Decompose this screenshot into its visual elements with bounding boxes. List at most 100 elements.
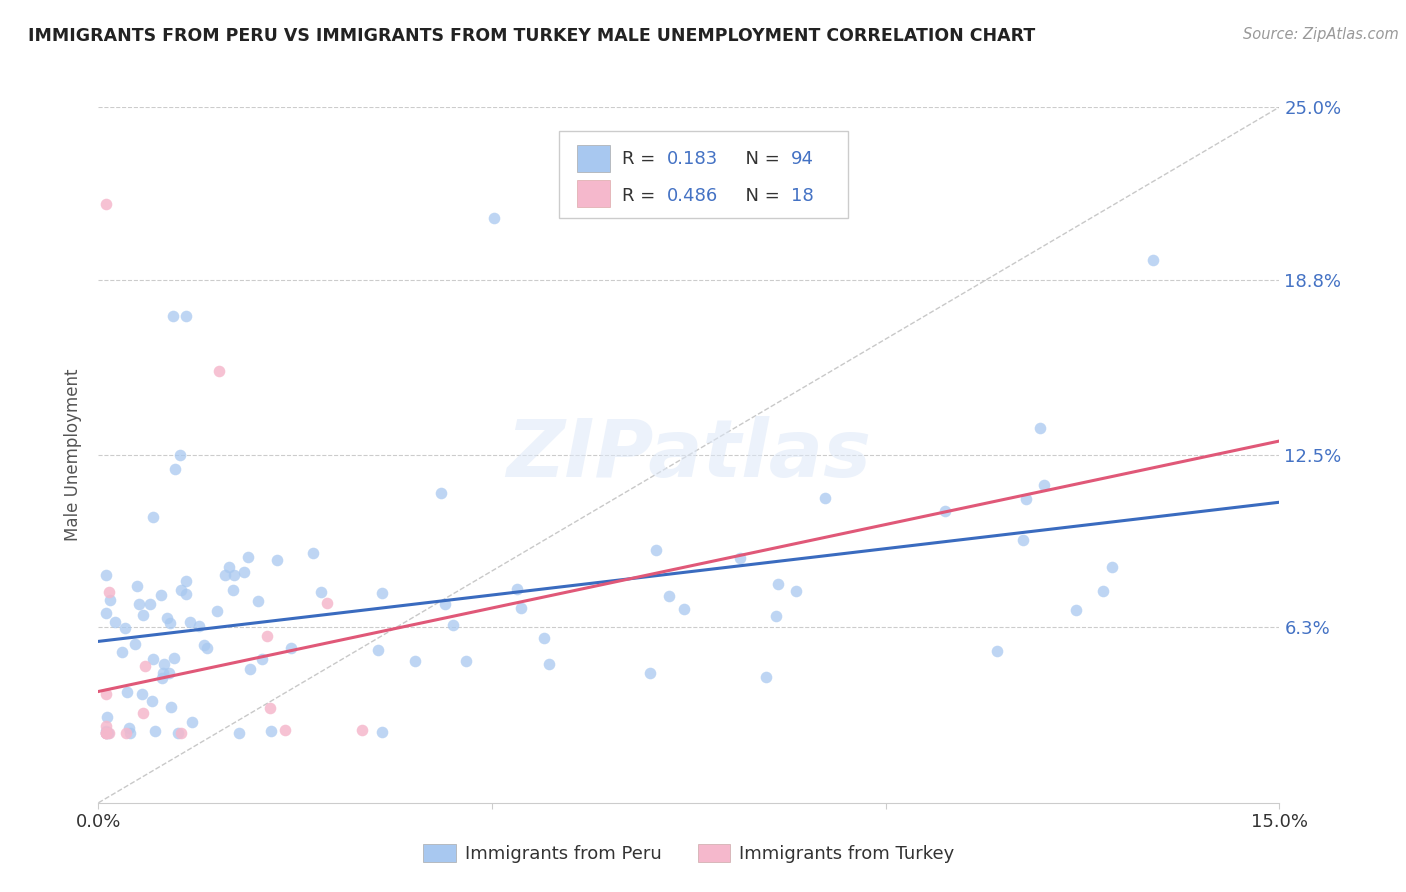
Point: [256, 629, 278, 643]
Point: [139, 598, 162, 612]
Point: [218, 560, 240, 574]
Point: [934, 504, 956, 518]
Point: [239, 662, 262, 676]
Text: N =: N =: [734, 150, 786, 169]
Point: [510, 601, 533, 615]
Point: [728, 550, 751, 565]
Point: [132, 706, 155, 720]
Text: Source: ZipAtlas.com: Source: ZipAtlas.com: [1243, 27, 1399, 42]
Text: IMMIGRANTS FROM PERU VS IMMIGRANTS FROM TURKEY MALE UNEMPLOYMENT CORRELATION CHA: IMMIGRANTS FROM PERU VS IMMIGRANTS FROM …: [28, 27, 1035, 45]
Point: [1012, 533, 1035, 547]
Point: [1029, 421, 1052, 435]
Point: [505, 582, 527, 596]
Point: [169, 448, 191, 462]
Point: [96, 726, 118, 740]
Point: [228, 726, 250, 740]
Point: [96, 726, 118, 740]
Point: [645, 543, 668, 558]
Point: [96, 719, 118, 733]
Point: [214, 568, 236, 582]
Point: [155, 611, 177, 625]
Point: [266, 552, 288, 566]
Point: [765, 609, 787, 624]
Point: [142, 652, 165, 666]
Point: [316, 596, 339, 610]
Point: [309, 585, 332, 599]
FancyBboxPatch shape: [560, 131, 848, 219]
Point: [162, 309, 184, 323]
Text: 0.183: 0.183: [666, 150, 717, 169]
FancyBboxPatch shape: [576, 145, 610, 172]
Point: [96, 687, 118, 701]
Point: [658, 589, 681, 603]
Point: [159, 615, 181, 630]
Point: [259, 701, 281, 715]
Point: [150, 671, 173, 685]
Point: [370, 585, 392, 599]
Point: [163, 650, 186, 665]
Point: [131, 687, 153, 701]
Point: [785, 583, 807, 598]
Point: [174, 574, 197, 589]
Point: [274, 723, 297, 737]
Point: [152, 666, 174, 681]
Point: [141, 693, 163, 707]
Text: 94: 94: [790, 150, 814, 169]
Point: [1142, 253, 1164, 268]
Point: [1064, 603, 1087, 617]
Point: [207, 604, 229, 618]
Point: [1015, 491, 1038, 506]
Point: [181, 714, 204, 729]
Point: [1032, 478, 1054, 492]
Point: [96, 197, 118, 211]
Point: [404, 654, 426, 668]
Point: [114, 621, 136, 635]
Point: [371, 724, 394, 739]
Point: [367, 643, 389, 657]
Point: [755, 670, 778, 684]
Point: [252, 652, 274, 666]
Point: [115, 726, 138, 740]
Point: [766, 577, 789, 591]
Point: [97, 726, 120, 740]
FancyBboxPatch shape: [576, 180, 610, 207]
Point: [187, 618, 209, 632]
Text: R =: R =: [621, 150, 661, 169]
Text: N =: N =: [734, 187, 786, 205]
Point: [98, 585, 121, 599]
Point: [98, 593, 121, 607]
Point: [96, 726, 118, 740]
Point: [115, 685, 138, 699]
Point: [124, 637, 146, 651]
Point: [672, 602, 695, 616]
Point: [96, 568, 118, 582]
Point: [441, 618, 464, 632]
Text: 0.486: 0.486: [666, 187, 717, 205]
Point: [222, 567, 245, 582]
Point: [143, 723, 166, 738]
Point: [165, 462, 187, 476]
Point: [118, 721, 141, 735]
Point: [142, 509, 165, 524]
Point: [104, 615, 127, 630]
Point: [153, 657, 176, 671]
Point: [247, 594, 270, 608]
Text: R =: R =: [621, 187, 661, 205]
Point: [222, 583, 245, 598]
Point: [260, 724, 283, 739]
Point: [150, 589, 173, 603]
Point: [484, 211, 506, 226]
Point: [96, 710, 118, 724]
Point: [302, 546, 325, 560]
Point: [233, 565, 256, 579]
Point: [159, 666, 181, 681]
Text: ZIPatlas: ZIPatlas: [506, 416, 872, 494]
Point: [350, 723, 373, 738]
Point: [1101, 560, 1123, 574]
Point: [434, 598, 457, 612]
Point: [280, 641, 302, 656]
Point: [120, 726, 142, 740]
Point: [238, 549, 260, 564]
Point: [169, 582, 191, 597]
Legend: Immigrants from Peru, Immigrants from Turkey: Immigrants from Peru, Immigrants from Tu…: [416, 837, 962, 871]
